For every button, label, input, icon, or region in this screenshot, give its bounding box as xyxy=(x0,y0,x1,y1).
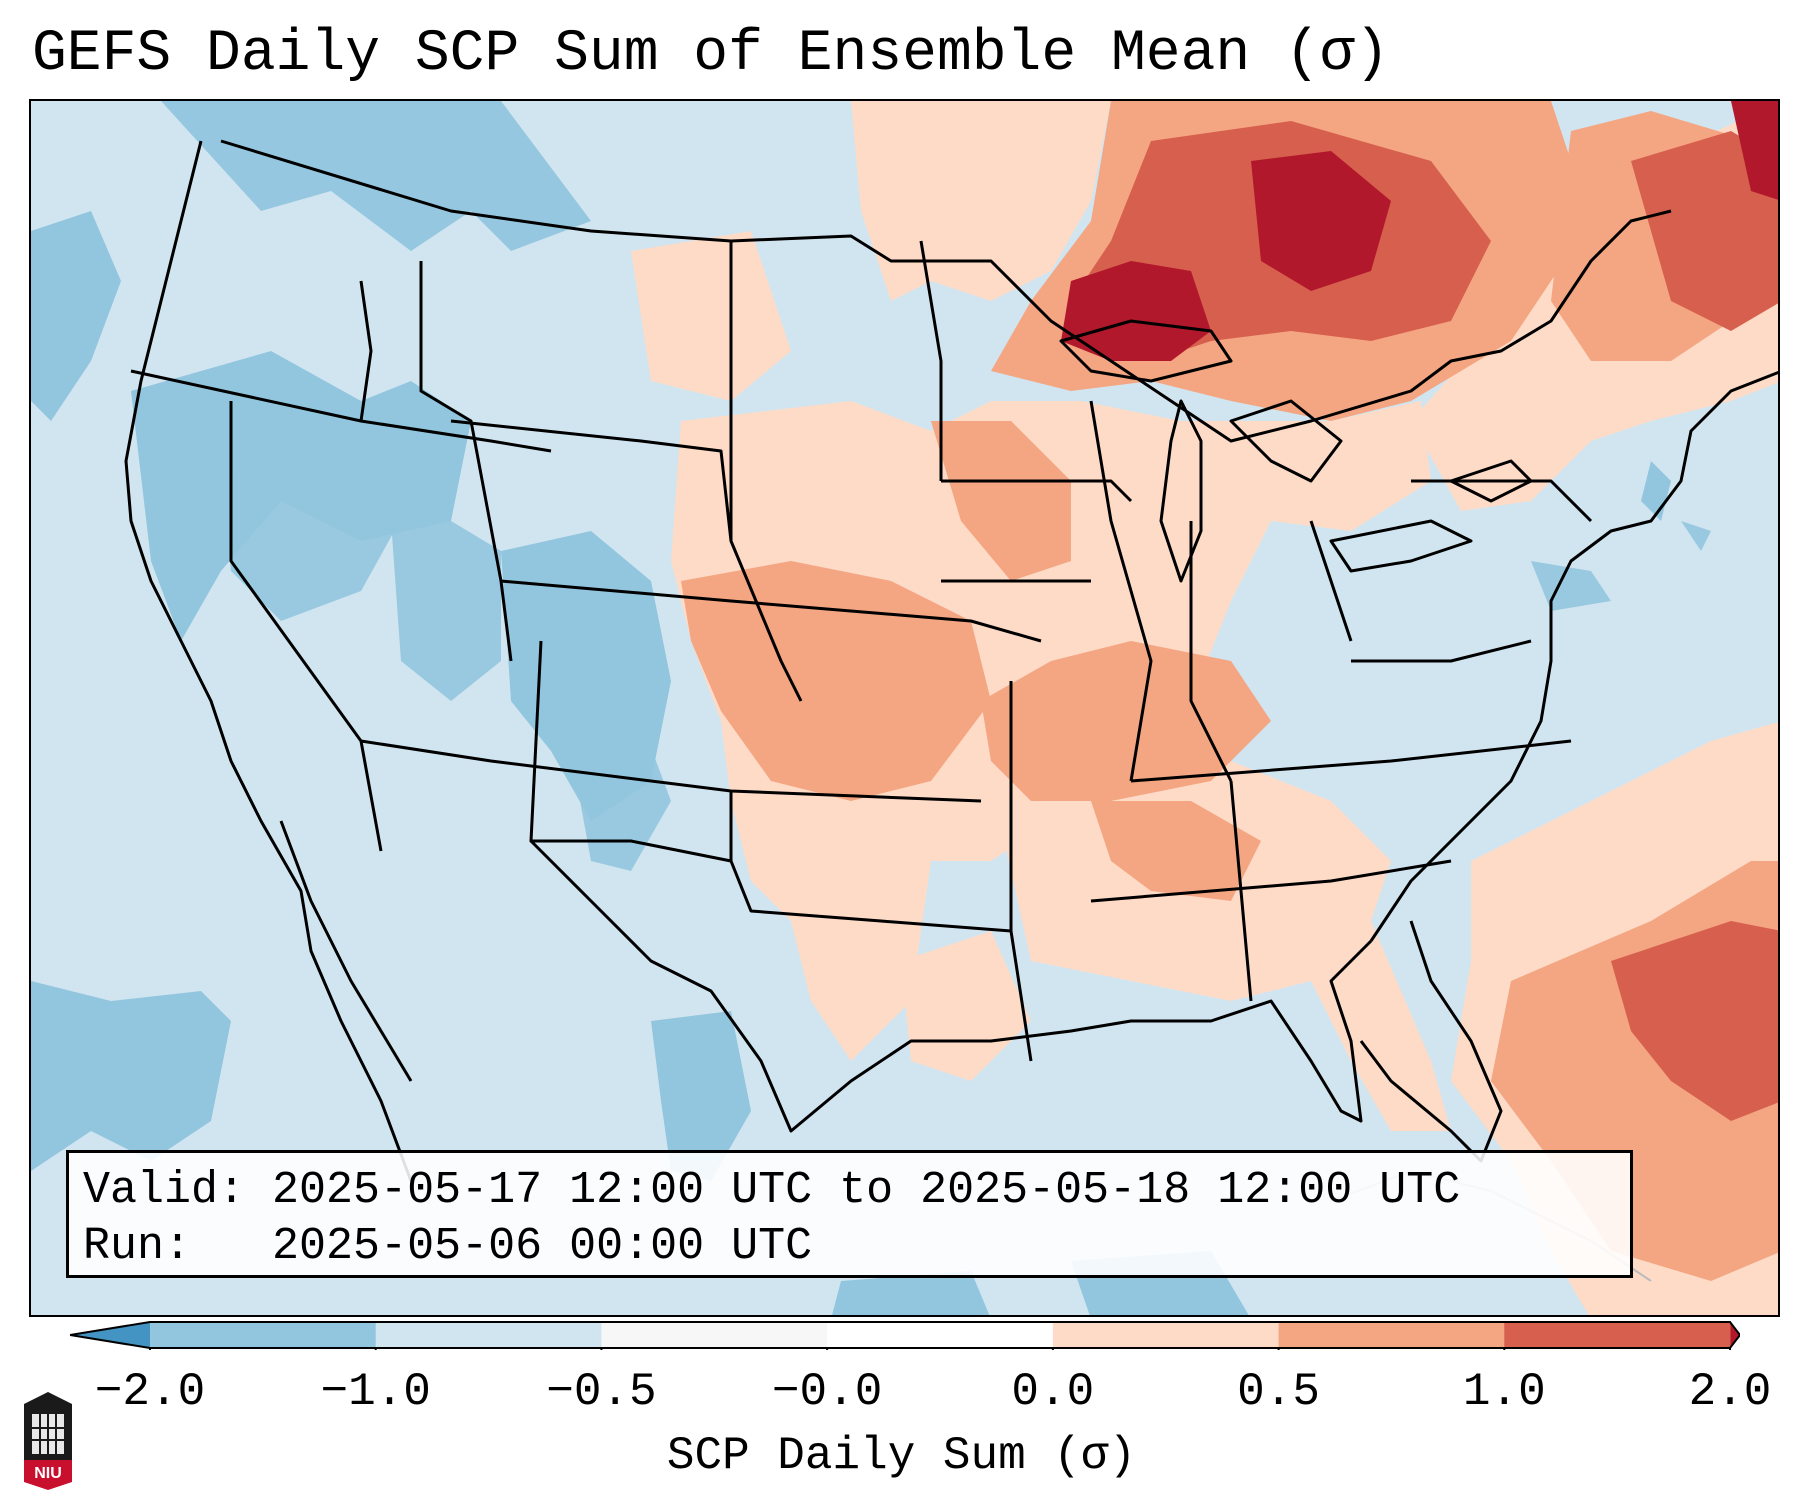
state-and-coast-outlines xyxy=(124,139,1778,1282)
colorbar-segments xyxy=(70,1322,1740,1348)
colorbar-segment xyxy=(150,1322,377,1348)
colorbar-segment xyxy=(601,1322,828,1348)
run-line: Run: 2025-05-06 00:00 UTC xyxy=(83,1219,1630,1275)
colorbar-tick-label: 0.5 xyxy=(1237,1366,1320,1418)
colorbar-segment xyxy=(1278,1322,1505,1348)
colorbar-tick-label: −0.0 xyxy=(771,1366,883,1418)
colorbar-extend-high xyxy=(1730,1322,1740,1348)
colorbar-tick-label: −1.0 xyxy=(320,1366,431,1418)
colorbar-segment xyxy=(375,1322,602,1348)
colorbar-tick-label: 2.0 xyxy=(1688,1366,1772,1418)
colorbar-tick-label: −2.0 xyxy=(94,1366,206,1418)
colorbar-segment xyxy=(1504,1322,1731,1348)
extreme-positive-regions xyxy=(1061,101,1778,361)
colorbar-tick-label: −0.5 xyxy=(546,1366,657,1418)
valid-line: Valid: 2025-05-17 12:00 UTC to 2025-05-1… xyxy=(83,1163,1630,1219)
colorbar-segment xyxy=(827,1322,1054,1348)
map-title: GEFS Daily SCP Sum of Ensemble Mean (σ) xyxy=(32,22,1390,87)
colorbar xyxy=(70,1321,1740,1350)
colorbar-segment xyxy=(1052,1322,1280,1348)
svg-text:NIU: NIU xyxy=(34,1465,62,1482)
colorbar-outline xyxy=(70,1321,1740,1349)
colorbar-tick-label: 1.0 xyxy=(1462,1366,1546,1418)
colorbar-label: SCP Daily Sum (σ) xyxy=(666,1430,1137,1482)
validity-info-box: Valid: 2025-05-17 12:00 UTC to 2025-05-1… xyxy=(66,1150,1633,1278)
niu-logo: NIU xyxy=(24,1392,72,1490)
colorbar-tick-label: 0.0 xyxy=(1011,1366,1095,1418)
valid-value: 2025-05-17 12:00 UTC to 2025-05-18 12:00… xyxy=(272,1165,1461,1216)
valid-label: Valid: xyxy=(83,1165,246,1216)
run-value: 2025-05-06 00:00 UTC xyxy=(272,1221,813,1272)
colorbar-extend-low xyxy=(70,1322,150,1348)
run-label: Run: xyxy=(83,1221,192,1272)
scp-anomaly-map xyxy=(31,101,1778,1315)
map-panel xyxy=(29,99,1780,1317)
